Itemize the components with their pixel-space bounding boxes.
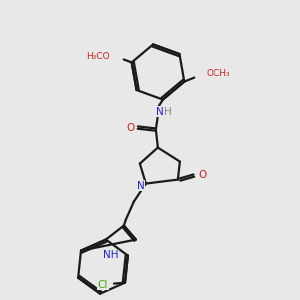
- Text: H₃CO: H₃CO: [86, 52, 110, 61]
- Text: H: H: [164, 106, 172, 117]
- Text: Cl: Cl: [98, 280, 108, 290]
- Text: O: O: [199, 169, 207, 180]
- Text: O: O: [127, 123, 135, 133]
- Text: N: N: [137, 181, 145, 190]
- Text: NH: NH: [103, 250, 118, 260]
- Text: N: N: [156, 106, 164, 117]
- Text: OCH₃: OCH₃: [206, 69, 230, 78]
